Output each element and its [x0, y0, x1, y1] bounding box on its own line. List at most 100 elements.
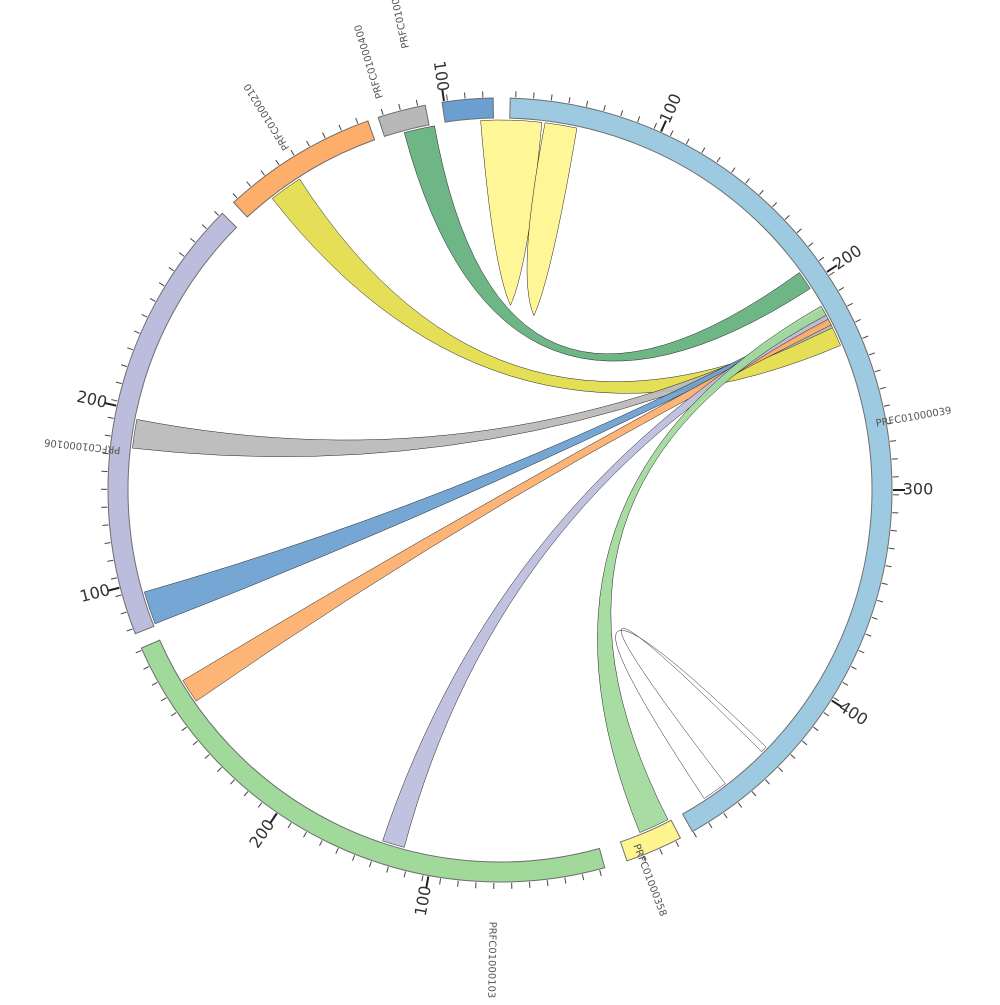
link-ribbon	[132, 319, 832, 457]
minor-tick	[797, 229, 802, 233]
minor-tick	[258, 803, 262, 808]
minor-tick	[582, 874, 583, 880]
minor-tick	[654, 123, 656, 129]
minor-tick	[670, 130, 673, 135]
minor-tick	[121, 365, 127, 367]
minor-tick	[304, 832, 307, 837]
minor-tick	[884, 405, 890, 406]
minor-tick	[193, 741, 198, 745]
minor-tick	[785, 215, 789, 219]
minor-tick	[244, 791, 248, 796]
minor-tick	[105, 543, 111, 544]
minor-tick	[217, 767, 221, 771]
minor-tick	[869, 353, 875, 355]
minor-tick	[694, 832, 697, 837]
minor-tick	[319, 840, 322, 845]
minor-tick	[890, 441, 896, 442]
minor-tick	[752, 791, 756, 796]
minor-tick	[179, 253, 184, 257]
minor-tick	[843, 682, 848, 685]
minor-tick	[111, 400, 117, 401]
tick-label: 200	[829, 241, 865, 274]
minor-tick	[276, 160, 279, 165]
minor-tick	[171, 713, 176, 716]
minor-tick	[859, 650, 864, 652]
minor-tick	[105, 435, 111, 436]
minor-tick	[381, 109, 383, 115]
minor-tick	[891, 530, 897, 531]
minor-tick	[440, 878, 441, 884]
minor-tick	[261, 171, 265, 176]
segment-label-PRFC01000103: PRFC01000103	[485, 922, 497, 999]
minor-tick	[702, 148, 705, 153]
minor-tick	[686, 139, 689, 144]
minor-tick	[839, 287, 844, 290]
minor-tick	[819, 257, 824, 261]
segment-label-PRFC01000039: PRFC01000039	[875, 405, 952, 429]
minor-tick	[802, 741, 807, 745]
minor-tick	[638, 116, 640, 122]
minor-tick	[202, 225, 206, 229]
minor-tick	[111, 578, 117, 579]
segment-label-PRFC01000166: PRFC01000166	[385, 0, 412, 49]
minor-tick	[288, 823, 291, 828]
minor-tick	[116, 382, 122, 384]
minor-tick	[121, 612, 127, 614]
minor-tick	[233, 193, 237, 197]
minor-tick	[447, 95, 448, 101]
minor-tick	[547, 880, 548, 886]
segment-label-PRFC01000106: PRFC01000106	[44, 436, 121, 455]
minor-tick	[534, 92, 535, 98]
minor-tick	[369, 861, 371, 867]
minor-tick	[778, 767, 782, 771]
minor-tick	[551, 94, 552, 100]
minor-tick	[103, 525, 109, 526]
tick-label: 200	[75, 387, 109, 412]
minor-tick	[356, 118, 358, 124]
minor-tick	[886, 566, 892, 567]
minor-tick	[717, 157, 720, 162]
minor-tick	[855, 319, 860, 322]
minor-tick	[880, 387, 886, 389]
minor-tick	[416, 100, 417, 106]
minor-tick	[144, 667, 149, 670]
minor-tick	[847, 303, 852, 306]
minor-tick	[291, 150, 294, 155]
minor-tick	[214, 211, 218, 215]
segment-label-PRFC01000400: PRFC01000400	[353, 23, 386, 99]
minor-tick	[404, 871, 405, 877]
minor-tick	[829, 272, 834, 275]
minor-tick	[791, 754, 795, 758]
minor-tick	[569, 97, 570, 103]
minor-tick	[422, 875, 423, 881]
tick-label: 400	[835, 697, 871, 729]
minor-tick	[660, 849, 662, 854]
minor-tick	[339, 125, 341, 130]
minor-tick	[387, 867, 389, 873]
minor-tick	[230, 780, 234, 784]
minor-tick	[766, 780, 770, 784]
minor-tick	[604, 105, 606, 111]
minor-tick	[465, 93, 466, 99]
segment-label-PRFC01000210: PRFC01000210	[242, 81, 292, 152]
link-ribbon	[404, 126, 810, 361]
minor-tick	[152, 682, 157, 685]
minor-tick	[136, 650, 141, 652]
minor-tick	[142, 314, 147, 317]
minor-tick	[709, 823, 712, 828]
minor-tick	[824, 713, 829, 716]
minor-tick	[889, 548, 895, 549]
minor-tick	[134, 331, 140, 333]
minor-tick	[458, 881, 459, 887]
tick-label: 200	[245, 816, 278, 852]
minor-tick	[773, 203, 777, 207]
minor-tick	[323, 133, 326, 138]
minor-tick	[875, 370, 881, 372]
tick-label: 100	[656, 90, 686, 126]
segment-PRFC01000166	[442, 98, 493, 122]
minor-tick	[621, 110, 623, 116]
minor-tick	[813, 727, 818, 731]
ribbons-layer	[132, 120, 840, 847]
minor-tick	[169, 267, 174, 270]
